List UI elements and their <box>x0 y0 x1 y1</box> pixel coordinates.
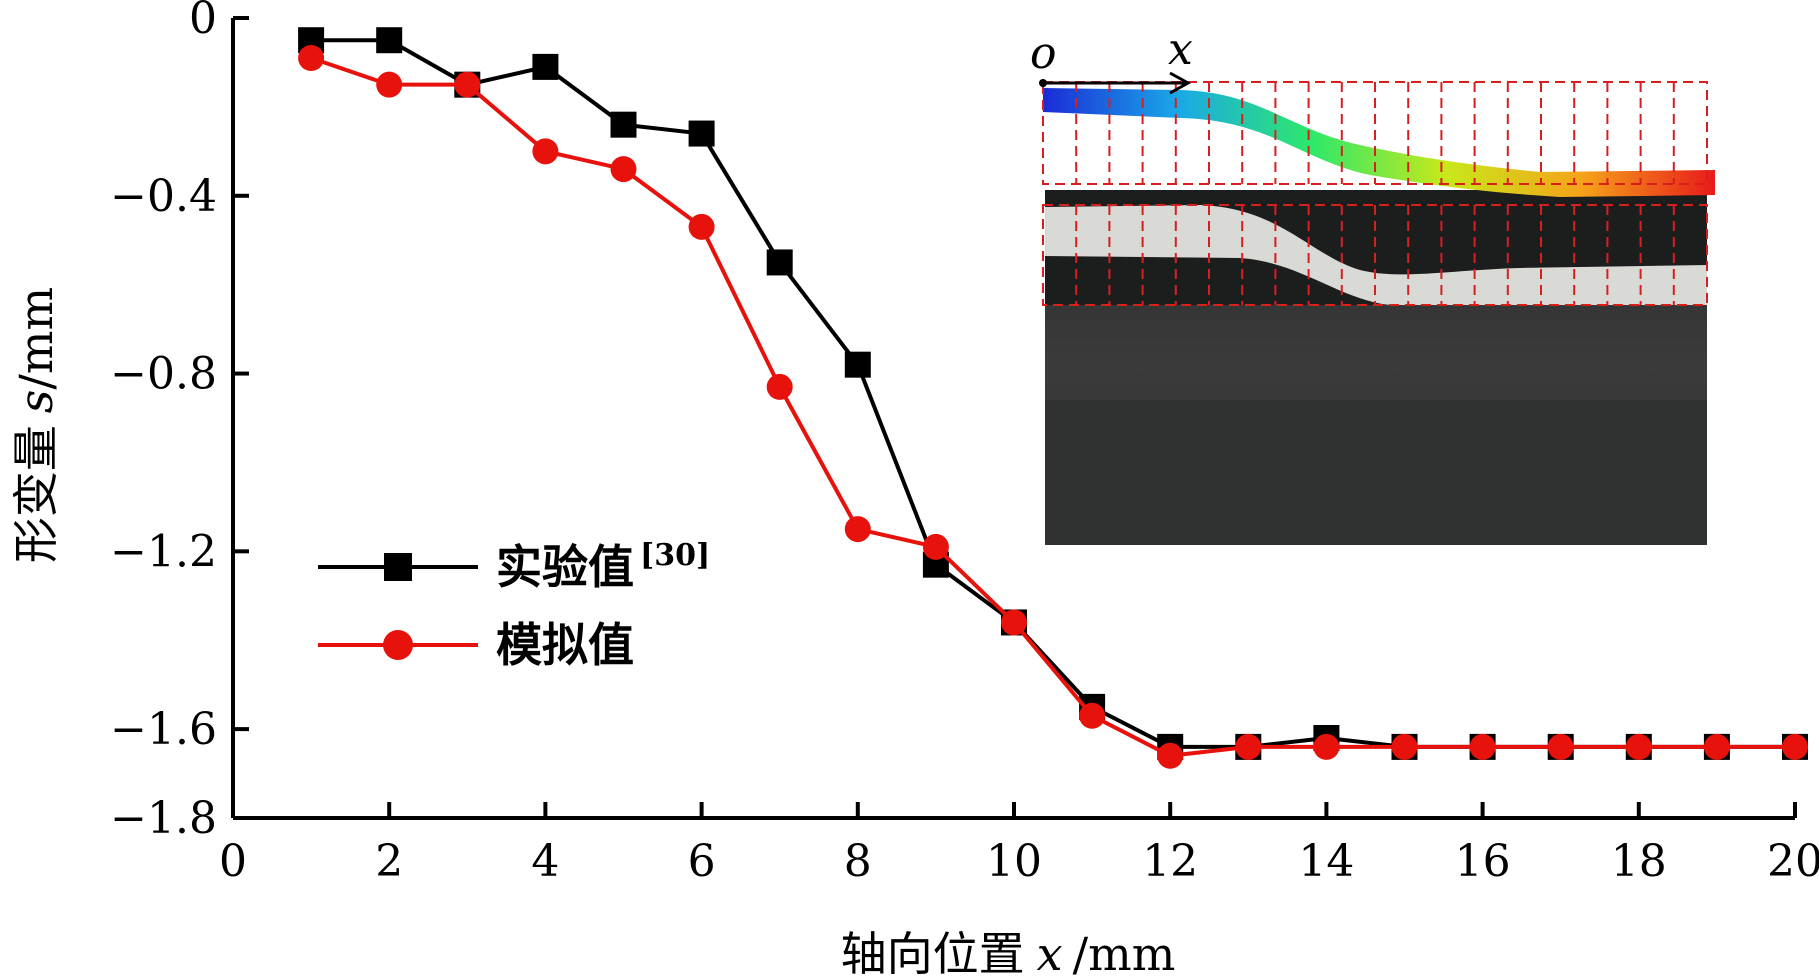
data-point <box>532 53 559 80</box>
x-tick-label: 12 <box>1142 836 1198 887</box>
y-axis-title-text: 形变量 <box>9 425 63 563</box>
data-point <box>454 71 481 98</box>
inset-axis-arrow <box>1039 71 1192 95</box>
x-tick-label: 10 <box>986 836 1042 887</box>
specimen-strip <box>1045 205 1707 305</box>
data-point <box>844 516 871 543</box>
legend-label-simulation: 模拟值 <box>496 618 634 672</box>
y-tick-label: 0 <box>189 0 217 44</box>
legend-item-experiment: 实验值 [30] <box>318 538 710 594</box>
x-axis-ticks: 0 2 4 6 8 10 12 14 16 18 20 <box>219 802 1819 887</box>
measurement-grid <box>1042 81 1708 306</box>
data-point <box>922 533 949 560</box>
series-layer <box>298 27 1808 769</box>
x-axis-title-unit: /mm <box>1073 927 1176 980</box>
data-point <box>1157 742 1184 769</box>
data-point <box>376 71 403 98</box>
inset-x-label: x <box>1168 24 1193 75</box>
data-point <box>532 138 559 165</box>
x-axis-title-text: 轴向位置 <box>841 927 1025 980</box>
data-point <box>1703 733 1730 760</box>
data-point <box>766 249 793 276</box>
data-point <box>688 120 715 147</box>
data-point <box>1391 733 1418 760</box>
data-point <box>1313 733 1340 760</box>
y-axis-title-var: s <box>9 390 63 414</box>
y-axis-title: 形变量 s/mm <box>9 287 63 563</box>
y-tick-label: −0.4 <box>110 171 217 222</box>
simulation-photo-inset: o x <box>1030 24 1715 545</box>
data-point <box>376 27 403 54</box>
legend-item-simulation: 模拟值 <box>318 618 634 672</box>
legend-label-reference: [30] <box>640 538 710 573</box>
x-tick-label: 0 <box>219 836 247 887</box>
x-tick-label: 4 <box>531 836 559 887</box>
data-point <box>1235 733 1262 760</box>
y-tick-label: −0.8 <box>110 349 217 400</box>
legend-label-experiment: 实验值 <box>496 540 634 594</box>
data-point <box>1547 733 1574 760</box>
legend: 实验值 [30] 模拟值 <box>318 538 710 672</box>
data-point <box>610 156 637 183</box>
x-tick-label: 6 <box>688 836 716 887</box>
data-point <box>1782 733 1808 760</box>
x-tick-label: 18 <box>1611 836 1667 887</box>
data-point <box>1625 733 1652 760</box>
series-simulation <box>298 45 1808 769</box>
data-point <box>766 373 793 400</box>
data-point <box>844 351 871 378</box>
data-point <box>1001 609 1027 636</box>
y-tick-label: −1.6 <box>110 704 217 755</box>
svg-text:形变量s/mm: 形变量 s/mm <box>9 287 63 563</box>
y-tick-label: −1.2 <box>110 526 217 577</box>
data-point <box>1469 733 1496 760</box>
inset-origin-label: o <box>1030 28 1057 79</box>
data-point <box>1079 702 1106 729</box>
data-point <box>298 45 325 71</box>
data-point <box>688 213 715 240</box>
x-tick-label: 2 <box>375 836 403 887</box>
y-axis-ticks: 0 −0.4 −0.8 −1.2 −1.6 −1.8 <box>110 0 249 844</box>
data-point <box>610 111 637 138</box>
x-tick-label: 14 <box>1298 836 1354 887</box>
x-tick-label: 16 <box>1455 836 1511 887</box>
x-axis-title-var: x <box>1037 927 1063 980</box>
svg-text:实验值[30]: 实验值 [30] <box>496 538 710 594</box>
x-tick-label: 8 <box>844 836 872 887</box>
y-tick-label: −1.8 <box>110 793 217 844</box>
photo-lower-band <box>1045 400 1707 545</box>
y-axis-title-unit: /mm <box>9 287 63 390</box>
series-line <box>310 56 1795 758</box>
x-axis-title: 轴向位置 x/mm <box>841 927 1176 980</box>
fea-deformation-strip <box>1043 88 1715 197</box>
x-tick-label: 20 <box>1767 836 1819 887</box>
